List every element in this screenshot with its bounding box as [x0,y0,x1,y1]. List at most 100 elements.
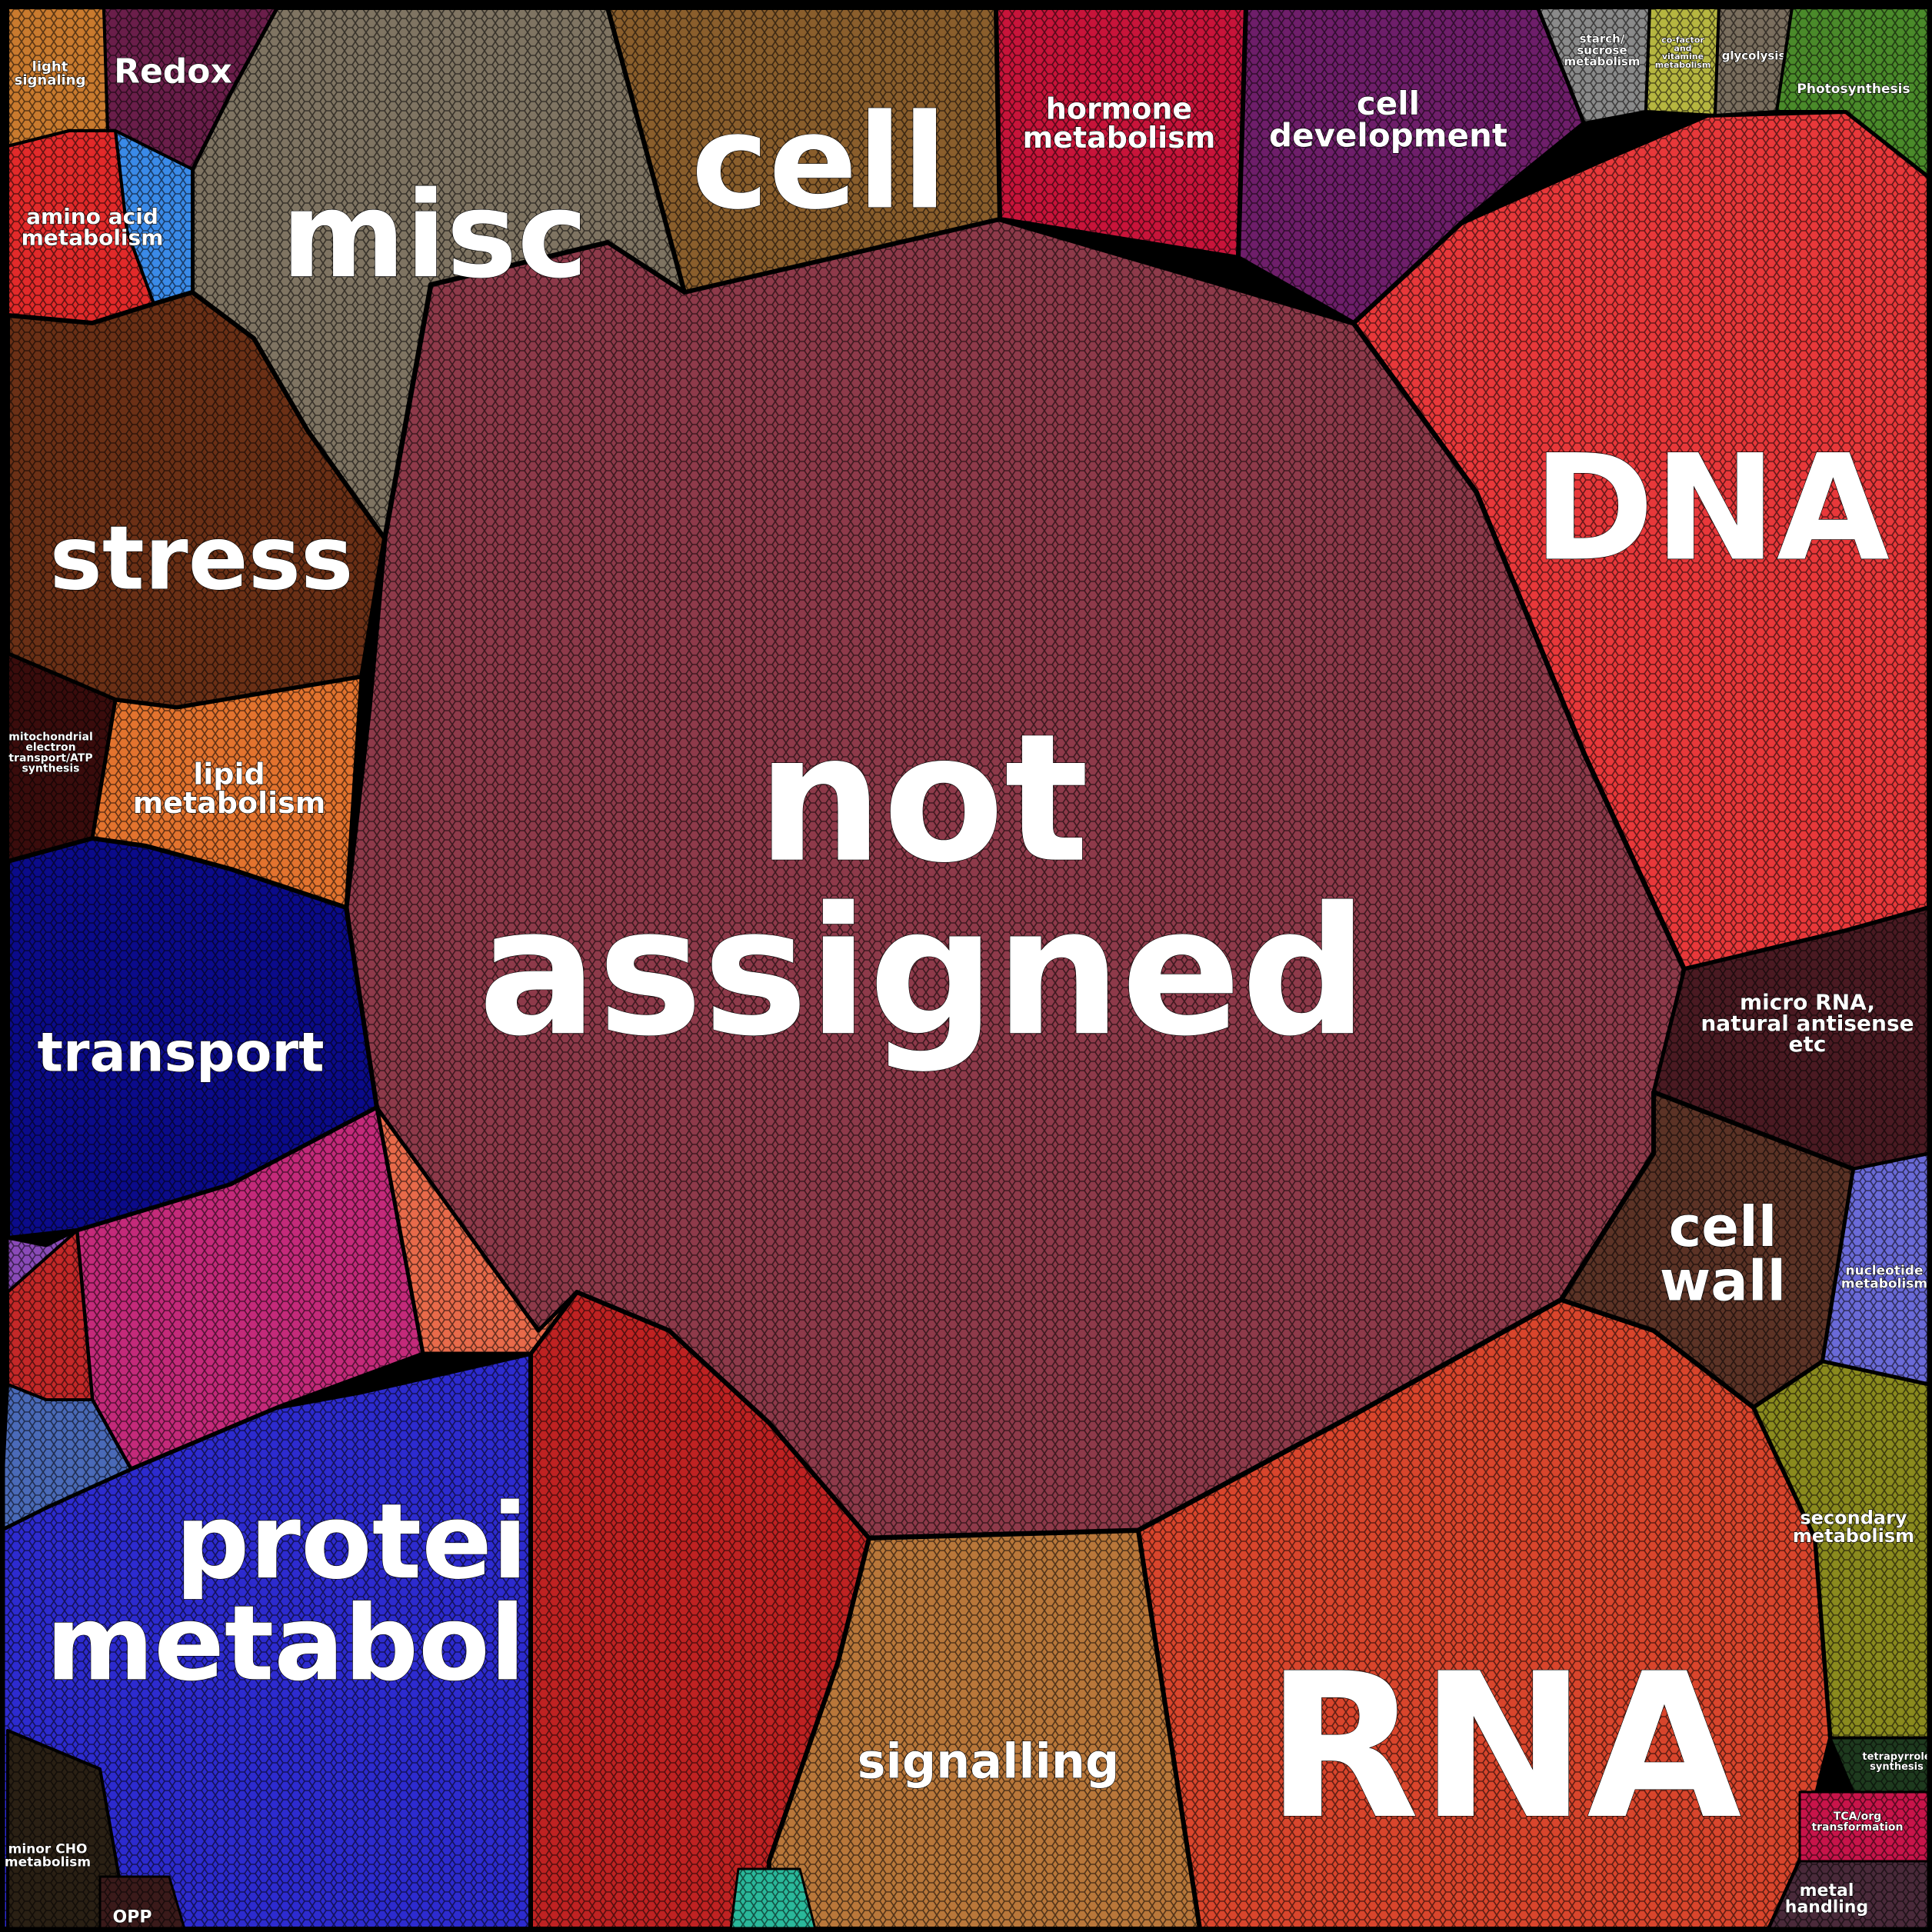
label-transport: transport [38,1021,325,1084]
label-not-assigned: not assigned [478,697,1368,1075]
region-not-assigned[interactable]: not assigned [343,216,1687,1541]
region-amino-acid-metabolism[interactable]: amino acid metabolism [6,129,164,325]
region-signalling[interactable]: signalling [767,1528,1202,1931]
unlabeled-red-left-texture [8,1231,92,1400]
label-line: DNA [1533,424,1890,594]
label-co-factor: co-factor and vitamine metabolism [1655,35,1711,70]
label-line: transformation [1811,1821,1903,1834]
label-line: wall [1660,1248,1786,1313]
label-line: transport [38,1021,325,1084]
label-line: and [1674,43,1691,53]
region-co-factor[interactable]: co-factor and vitamine metabolism [1644,6,1720,117]
region-unlabeled-crimson[interactable] [528,1290,871,1931]
region-rna[interactable]: RNA [1136,1297,1833,1931]
label-line: natural antisense [1700,1011,1914,1036]
label-line: signalling [858,1734,1120,1790]
label-line: nucleotide [1846,1264,1924,1279]
label-line: metal [1800,1881,1854,1900]
minor-cho-texture [8,1730,123,1929]
label-rna: RNA [1265,1631,1743,1864]
photosynthesis-texture [1777,8,1929,177]
label-line: development [1269,116,1507,154]
region-redox[interactable]: Redox [102,6,278,171]
signalling-texture [769,1531,1200,1929]
unlabeled-pink-texture [77,1108,423,1469]
unlabeled-teal-texture [731,1869,815,1929]
region-micro-rna[interactable]: micro RNA, natural antisense etc [1651,905,1931,1171]
region-mitochondrial[interactable]: mitochondrial electron transport/ATP synthe… [6,652,117,863]
label-line: assigned [478,870,1368,1075]
label-amino-acid-metabolism: amino acid metabolism [22,204,164,250]
amino-acid-metabolism-texture [8,131,154,323]
label-line: metabolism [5,1854,91,1870]
region-misc[interactable]: misc [190,5,687,541]
label-misc: misc [281,165,588,305]
region-light-signaling[interactable]: light signaling [6,6,109,148]
label-line: RNA [1265,1631,1743,1864]
redox-texture [104,8,277,169]
transport-texture [8,838,377,1238]
region-stress[interactable]: stress [5,290,387,710]
label-line: vitamine [1662,52,1704,62]
lipid-metabolism-texture [92,677,361,908]
label-line: cell [691,87,948,239]
region-cell-development[interactable]: cell development [1236,5,1587,325]
label-line: synthesis [22,762,79,774]
region-photosynthesis[interactable]: Photosynthesis [1775,6,1930,178]
region-transport[interactable]: transport [5,836,379,1241]
micro-rna-texture [1654,908,1929,1169]
label-micro-rna: micro RNA, natural antisense etc [1700,989,1914,1057]
cell-texture [608,8,1000,292]
region-unlabeled-teal[interactable] [729,1867,817,1930]
region-nucleotide-metabolism[interactable]: nucleotide metabolism [1821,1152,1930,1386]
label-line: micro RNA, [1740,989,1875,1014]
label-line: glycolysis [1722,48,1786,62]
region-dna[interactable]: DNA [1351,109,1931,971]
label-line: metabolism [22,225,164,251]
cell-wall-texture [1561,1092,1854,1407]
region-opp[interactable]: OPP [98,1875,186,1930]
label-line: metabolism [1023,121,1216,155]
unlabeled-blue-small-texture [115,131,192,304]
region-unlabeled-red-left[interactable] [6,1229,94,1401]
region-glycolysis[interactable]: glycolysis [1714,6,1794,117]
label-line: TCA/org [1834,1810,1881,1823]
region-hormone-metabolism[interactable]: hormone metabolism [994,5,1248,260]
label-mitochondrial: mitochondrial electron transport/ATP synthe… [8,731,93,774]
region-unlabeled-coral[interactable] [375,1105,579,1356]
region-protein-metabolism[interactable]: protein metabolism [0,1351,731,1931]
label-line: starch/ [1580,32,1625,46]
glycolysis-texture [1715,8,1792,115]
label-line: hormone [1046,92,1192,126]
label-line: transport/ATP [8,752,92,764]
hormone-metabolism-texture [996,8,1246,258]
label-line: secondary [1800,1507,1907,1529]
label-line: metabolism [1564,55,1641,68]
dna-texture [1354,112,1929,969]
region-cell[interactable]: cell [605,5,1002,295]
label-line: co-factor [1661,35,1704,45]
not-assigned-texture [346,219,1684,1538]
cell-development-texture [1238,8,1584,323]
opp-texture [100,1877,185,1929]
label-secondary-metabolism: secondary metabolism [1793,1507,1914,1547]
label-tetrapyrrole: tetrapyrrole synthesis [1862,1751,1930,1773]
label-line: metabolism [133,786,326,820]
label-line: signaling [15,72,86,88]
mitochondrial-texture [8,654,115,861]
label-line: metabolism [1841,1276,1927,1291]
region-metal-handling[interactable]: metal handling [1767,1860,1930,1930]
region-tca[interactable]: TCA/org transformation [1798,1790,1930,1863]
region-minor-cho[interactable]: minor CHO metabolism [4,1729,125,1930]
label-redox: Redox [114,52,232,91]
region-starch-sucrose[interactable]: starch/sucrose metabolism [1537,6,1651,125]
label-glycolysis: glycolysis [1722,48,1786,62]
region-unlabeled-steel[interactable] [0,1383,132,1532]
unlabeled-steel-texture [0,1384,131,1531]
unlabeled-coral-texture [377,1108,577,1354]
region-secondary-metabolism[interactable]: secondary metabolism [1751,1359,1931,1740]
co-factor-texture [1646,8,1719,115]
region-lipid-metabolism[interactable]: lipid metabolism [90,675,364,910]
label-starch-sucrose: starch/sucrose metabolism [1564,32,1641,68]
